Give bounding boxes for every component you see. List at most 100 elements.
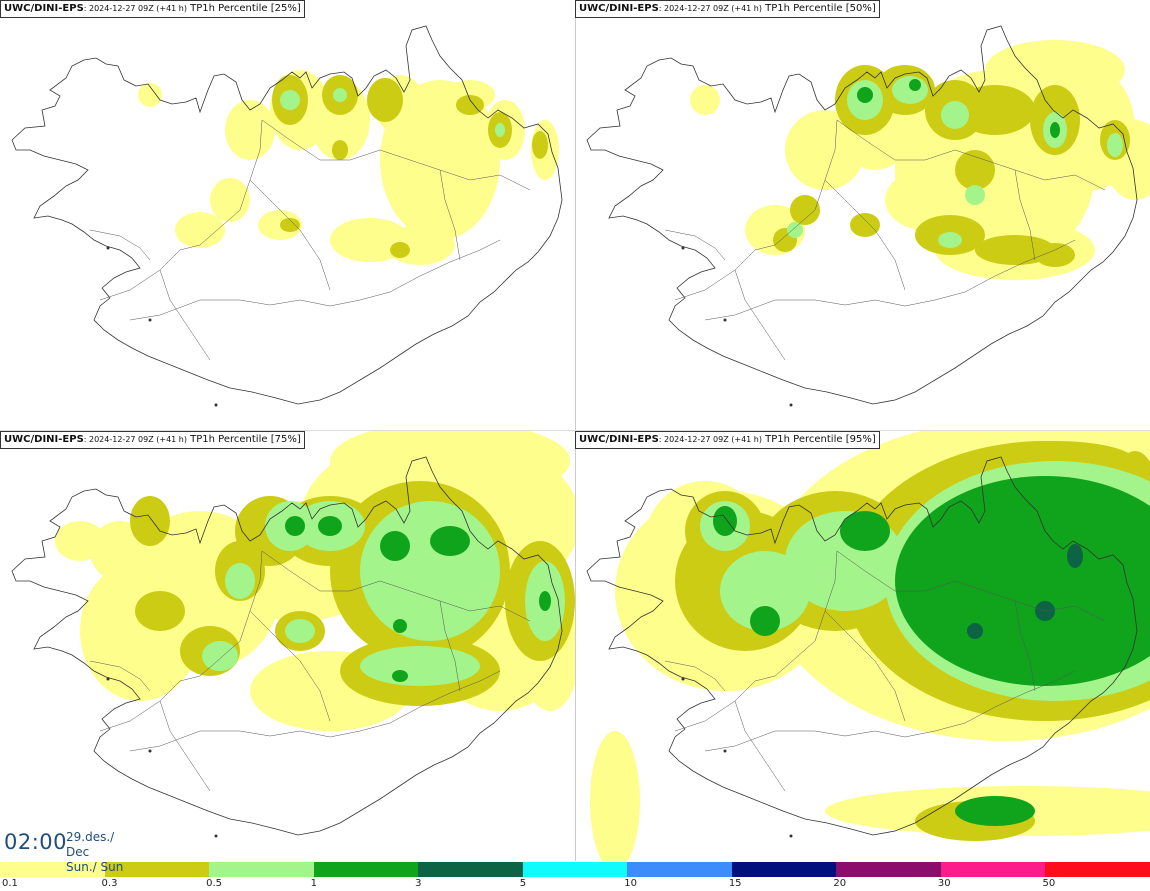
- road-line: [89, 660, 151, 692]
- road-line: [836, 550, 1106, 622]
- precip-contour: [790, 195, 820, 225]
- precip-contour: [590, 731, 640, 861]
- run-info: : 2024-12-27 09Z (+41 h): [658, 4, 762, 13]
- precip-contour: [955, 796, 1035, 826]
- precip-contour: [225, 100, 275, 160]
- legend-tick-label: 20: [833, 878, 847, 889]
- road-line: [704, 239, 1076, 321]
- precip-contour: [175, 212, 225, 248]
- road-line: [439, 600, 461, 692]
- color-legend: 0.1 0.3 0.5 1 3 5 10 15 20 30 50: [0, 862, 1150, 891]
- road-line: [159, 700, 211, 792]
- precip-contour: [393, 619, 407, 633]
- legend-swatch: [1045, 862, 1150, 877]
- road-line: [261, 550, 531, 622]
- map-panel-p75: UWC/DINI-EPS: 2024-12-27 09Z (+41 h) TP1…: [0, 431, 575, 861]
- precip-contour: [975, 235, 1055, 265]
- precip-contour: [840, 511, 890, 551]
- date-line: 29.des./ Dec: [66, 830, 115, 859]
- island-marker: [681, 677, 685, 681]
- model-name: UWC/DINI-EPS: [579, 3, 659, 14]
- precip-contour: [367, 78, 403, 122]
- precipitation-map: [11, 431, 575, 838]
- precip-contour: [750, 606, 780, 636]
- parameter-label: TP1h Percentile [75%]: [186, 434, 301, 445]
- road-line: [734, 700, 786, 792]
- precipitation-map: [586, 25, 1150, 407]
- legend-swatch: [836, 862, 942, 877]
- precip-contour: [857, 87, 873, 103]
- precip-contour: [885, 170, 965, 230]
- precip-contour: [965, 185, 985, 205]
- precip-contour: [713, 506, 737, 536]
- legend-swatch: [940, 862, 1047, 877]
- road-line: [824, 610, 906, 722]
- precip-contour: [130, 496, 170, 546]
- precip-contour: [720, 551, 810, 631]
- precip-contour: [360, 646, 480, 686]
- map-panel-p25: UWC/DINI-EPS: 2024-12-27 09Z (+41 h) TP1…: [0, 0, 575, 430]
- legend-swatch: [313, 862, 420, 877]
- precip-contour: [955, 150, 995, 190]
- road-line: [734, 269, 786, 361]
- island-marker: [723, 318, 727, 322]
- road-line: [89, 229, 151, 261]
- legend-tick-label: 3: [415, 878, 422, 889]
- precipitation-map: [586, 431, 1150, 861]
- panel-title: UWC/DINI-EPS: 2024-12-27 09Z (+41 h) TP1…: [575, 0, 880, 18]
- island-marker: [214, 834, 218, 838]
- island-marker: [789, 403, 793, 407]
- legend-swatch: [104, 862, 211, 877]
- model-name: UWC/DINI-EPS: [4, 434, 84, 445]
- run-info: : 2024-12-27 09Z (+41 h): [83, 4, 187, 13]
- island-marker: [106, 246, 110, 250]
- legend-tick-label: 1: [310, 878, 317, 889]
- precip-contour: [1067, 544, 1083, 568]
- legend-tick-label: 0.5: [206, 878, 222, 889]
- precip-contour: [787, 222, 803, 238]
- island-marker: [681, 246, 685, 250]
- run-info: : 2024-12-27 09Z (+41 h): [83, 435, 187, 444]
- precip-contour: [225, 563, 255, 599]
- model-name: UWC/DINI-EPS: [579, 434, 659, 445]
- road-line: [664, 660, 726, 692]
- road-line: [249, 179, 331, 291]
- road-line: [159, 269, 211, 361]
- precip-contour: [135, 591, 185, 631]
- legend-swatch: [418, 862, 524, 877]
- precip-contour: [955, 85, 1035, 135]
- precip-contour: [55, 521, 105, 561]
- precip-contour: [850, 213, 880, 237]
- legend-tick-label: 30: [937, 878, 951, 889]
- valid-time-box: 02:00 29.des./ Dec Sun./ Sun: [0, 828, 138, 874]
- precip-contour: [138, 83, 162, 107]
- iceland-coastline: [586, 25, 1138, 405]
- run-info: : 2024-12-27 09Z (+41 h): [658, 435, 762, 444]
- precip-contour: [332, 140, 348, 160]
- island-marker: [148, 318, 152, 322]
- model-name: UWC/DINI-EPS: [4, 3, 84, 14]
- road-line: [261, 119, 531, 191]
- island-marker: [106, 677, 110, 681]
- legend-swatch: [731, 862, 838, 877]
- road-line: [99, 119, 263, 301]
- precip-contour: [202, 641, 238, 671]
- road-line: [1014, 600, 1036, 692]
- road-line: [129, 239, 501, 321]
- precip-contour: [895, 476, 1150, 686]
- precip-contour: [495, 123, 505, 137]
- parameter-label: TP1h Percentile [50%]: [761, 3, 876, 14]
- map-panel-p50: UWC/DINI-EPS: 2024-12-27 09Z (+41 h) TP1…: [575, 0, 1150, 430]
- island-marker: [148, 749, 152, 753]
- precip-contour: [1035, 243, 1075, 267]
- map-panel-p95: UWC/DINI-EPS: 2024-12-27 09Z (+41 h) TP1…: [575, 431, 1150, 861]
- precip-contour: [985, 40, 1125, 100]
- precip-contour: [280, 90, 300, 110]
- legend-tick-label: 0.3: [101, 878, 118, 889]
- precip-contour: [285, 619, 315, 643]
- precip-contour: [532, 131, 548, 159]
- panel-title: UWC/DINI-EPS: 2024-12-27 09Z (+41 h) TP1…: [575, 431, 880, 449]
- legend-tick-label: 0.1: [2, 878, 18, 889]
- iceland-coastline: [11, 25, 563, 405]
- panel-divider: [0, 430, 1150, 431]
